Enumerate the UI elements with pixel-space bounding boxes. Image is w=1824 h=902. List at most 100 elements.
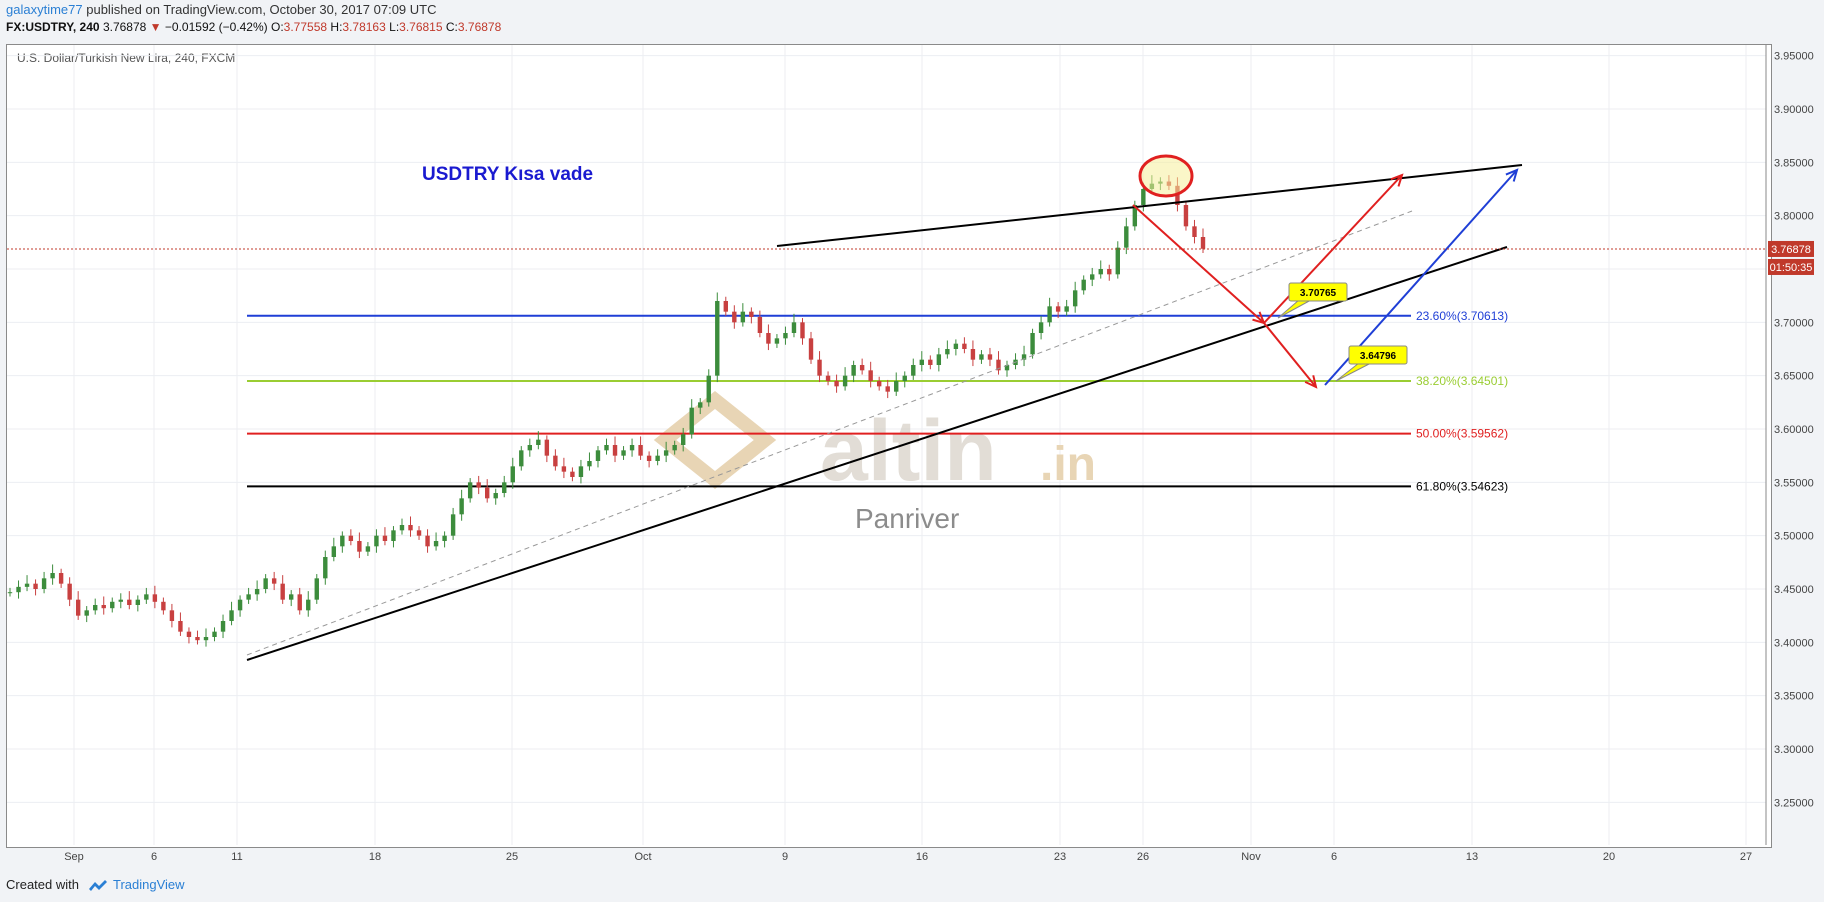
candle-body <box>868 370 873 381</box>
candle-body <box>749 311 754 317</box>
candle-body <box>450 514 456 536</box>
candle-body <box>723 301 728 312</box>
y-tick-label: 3.95000 <box>1774 51 1814 63</box>
tradingview-link[interactable]: TradingView <box>87 877 185 892</box>
candle-body <box>33 583 38 589</box>
candle-body <box>323 557 328 579</box>
x-tick-label: 13 <box>1466 851 1478 863</box>
x-tick-label: 27 <box>1740 851 1752 863</box>
y-tick-label: 3.80000 <box>1774 211 1814 223</box>
fib-level-label: 38.20%(3.64501) <box>1416 374 1508 388</box>
candle-body <box>672 445 677 451</box>
candle-body <box>1098 269 1103 275</box>
arrow-up-blue-head <box>1505 168 1519 182</box>
lower-trendline <box>246 246 1508 661</box>
candle-body <box>646 455 652 461</box>
candle-body <box>1064 306 1069 312</box>
candle-body <box>544 439 550 456</box>
candle-body <box>348 535 354 541</box>
last-price-tag <box>1768 240 1814 257</box>
chart-frame[interactable]: U.S. Dollar/Turkish New Lira, 240, FXCM <box>6 44 1772 848</box>
candle-body <box>118 599 123 602</box>
publish-header: galaxytime77 published on TradingView.co… <box>6 2 437 17</box>
callout-1-box <box>1288 282 1348 302</box>
last-price-tag-label: 3.76878 <box>1771 244 1811 256</box>
publisher-username[interactable]: galaxytime77 <box>6 2 83 17</box>
candle-body <box>306 599 311 611</box>
fib-level-label: 23.60%(3.70613) <box>1416 309 1508 323</box>
candle-body <box>621 450 626 456</box>
dashed-midline <box>246 210 1413 656</box>
countdown-tag-label: 01:50:35 <box>1770 262 1813 274</box>
callout-2-label: 3.64796 <box>1360 351 1397 362</box>
candle-body <box>365 546 371 552</box>
candle-body <box>962 343 967 349</box>
candle-body <box>50 573 55 579</box>
candle-body <box>740 311 746 323</box>
candle-body <box>399 525 405 531</box>
candle-body <box>1183 205 1189 227</box>
candle-body <box>433 541 439 547</box>
quote-bar: FX:USDTRY, 240 3.76878 ▼ −0.01592 (−0.42… <box>6 20 501 34</box>
x-tick-label: 9 <box>782 851 788 863</box>
y-tick-label: 3.50000 <box>1774 531 1814 543</box>
candle-body <box>996 359 1001 371</box>
candle-body <box>706 375 711 403</box>
candle-body <box>1124 226 1129 248</box>
candle-body <box>680 434 686 445</box>
candle-body <box>791 322 797 333</box>
x-tick-label: 16 <box>916 851 928 863</box>
candle-body <box>203 637 209 641</box>
candle-body <box>485 487 490 499</box>
candle-body <box>629 445 635 451</box>
annotation-text: USDTRY Kısa vade <box>422 164 593 185</box>
candle-body <box>84 610 89 616</box>
candle-body <box>161 601 166 611</box>
price-change: −0.01592 (−0.42%) <box>164 20 268 34</box>
candle-body <box>1047 306 1052 323</box>
candle-body <box>220 621 226 632</box>
candle-body <box>1081 279 1086 291</box>
candle-body <box>195 637 200 641</box>
candle-body <box>1192 226 1197 237</box>
candle-body <box>689 407 694 435</box>
candle-body <box>263 578 268 589</box>
last-price: 3.76878 <box>102 20 147 34</box>
candle-body <box>442 535 447 541</box>
candle-body <box>578 466 584 477</box>
candle-body <box>808 338 814 360</box>
candle-body <box>570 471 575 477</box>
close-value: 3.76878 <box>457 20 502 34</box>
candle-body <box>493 493 498 499</box>
x-tick-label: 6 <box>1331 851 1337 863</box>
low-value: 3.76815 <box>399 20 443 34</box>
fib-level-label: 50.00%(3.59562) <box>1416 427 1508 441</box>
candle-body <box>41 578 47 589</box>
candle-body <box>859 365 865 371</box>
candle-body <box>519 450 524 467</box>
tradingview-brand: TradingView <box>112 877 185 892</box>
candle-body <box>110 601 115 609</box>
candle-body <box>732 311 737 323</box>
candle-body <box>229 610 234 621</box>
candle-body <box>911 365 916 376</box>
footer: Created with TradingView <box>6 877 185 892</box>
candle-body <box>237 599 243 611</box>
candle-body <box>510 466 515 483</box>
tradingview-logo-icon <box>88 879 107 891</box>
candle-body <box>800 322 805 339</box>
candle-body <box>152 594 158 602</box>
candle-body <box>638 445 643 456</box>
candle-body <box>1132 205 1138 227</box>
candle-body <box>655 455 660 461</box>
candle-body <box>212 631 217 637</box>
watermark-suffix: .in <box>1040 438 1096 491</box>
candle-body <box>604 445 609 451</box>
x-tick-label: 26 <box>1137 851 1149 863</box>
x-tick-label: Nov <box>1241 851 1261 863</box>
candle-body <box>1021 354 1027 360</box>
high-value: 3.78163 <box>342 20 386 34</box>
candle-body <box>297 594 302 611</box>
candle-body <box>93 605 98 611</box>
